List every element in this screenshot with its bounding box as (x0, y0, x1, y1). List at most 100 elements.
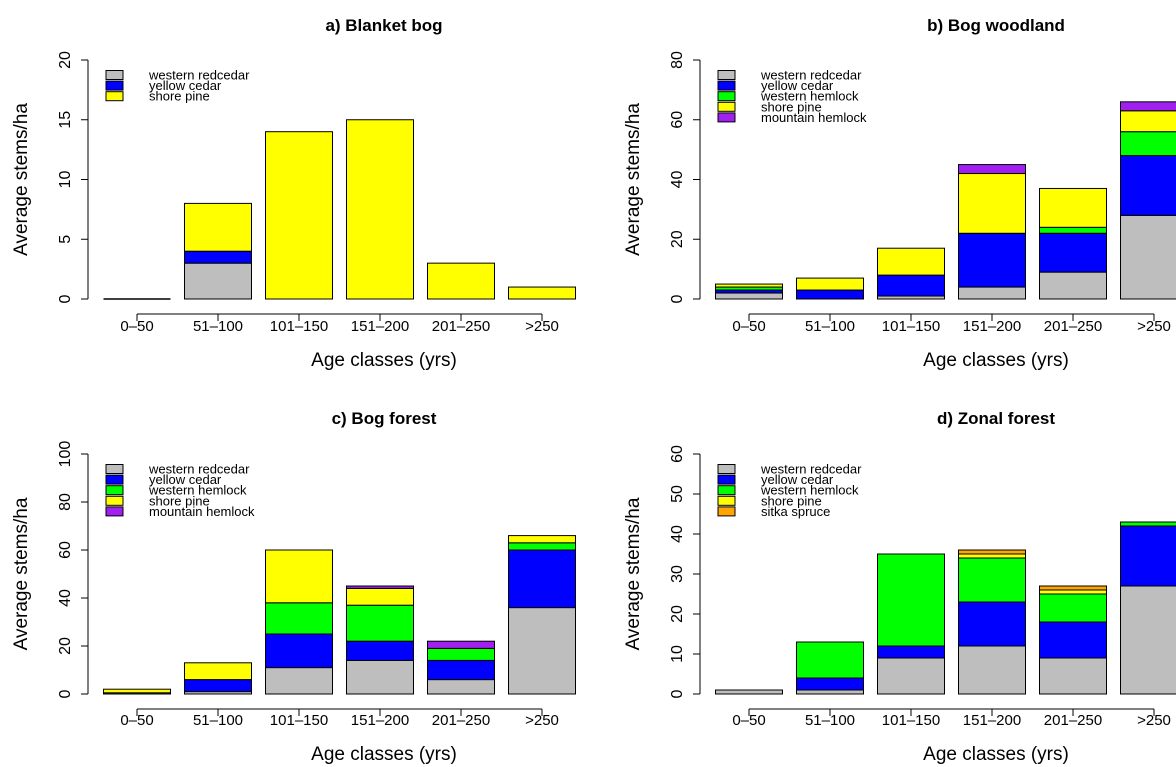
y-tick-label: 30 (669, 565, 686, 583)
legend-label: western redcedar (148, 68, 250, 83)
legend-label: western hemlock (148, 483, 247, 498)
bar-segment (346, 585, 414, 589)
legend-swatch (105, 91, 124, 102)
legend-label: sitka spruce (761, 504, 830, 519)
bar-segment (958, 645, 1026, 695)
bar-segment (1120, 131, 1176, 157)
bar-segment (1039, 232, 1107, 273)
legend-label: shore pine (761, 99, 822, 114)
bar-segment (1120, 521, 1176, 527)
bar-segment (877, 645, 945, 659)
legend-swatch (717, 485, 736, 496)
x-tick-label: 151–200 (351, 318, 409, 335)
legend-swatch (717, 91, 736, 102)
legend-label: western redcedar (760, 68, 862, 83)
legend-label: yellow cedar (761, 78, 834, 93)
legend-swatch (717, 70, 736, 80)
legend-label: yellow cedar (149, 78, 222, 93)
x-tick-label: 151–200 (351, 712, 409, 729)
bar-segment (346, 604, 414, 642)
legend-label: shore pine (761, 493, 822, 508)
bar-segment (958, 164, 1026, 175)
x-tick-label: 201–250 (432, 712, 490, 729)
bar-segment (1039, 187, 1107, 228)
bar-segment (184, 250, 252, 264)
x-tick-label: 0–50 (732, 318, 765, 335)
bar-segment (508, 607, 576, 695)
bar-segment (427, 679, 495, 695)
x-tick-label: 151–200 (963, 318, 1021, 335)
bar-segment (796, 641, 864, 679)
x-tick-label: 201–250 (1044, 318, 1102, 335)
legend-label: mountain hemlock (149, 504, 255, 519)
bar-segment (508, 286, 576, 300)
y-axis-label: Average stems/ha (11, 103, 32, 256)
bar-segment (1120, 110, 1176, 133)
x-tick-label: >250 (1137, 318, 1171, 335)
legend-label: western hemlock (760, 89, 859, 104)
bar-segment (184, 662, 252, 681)
y-tick-label: 80 (669, 51, 686, 69)
bar-segment (508, 535, 576, 544)
x-tick-label: 0–50 (732, 712, 765, 729)
legend-swatch (105, 506, 124, 517)
x-tick-label: 101–150 (270, 712, 328, 729)
x-axis-label: Age classes (yrs) (923, 744, 1069, 765)
bar-segment (796, 289, 864, 300)
bar-segment (1039, 271, 1107, 300)
y-tick-label: 0 (57, 294, 74, 303)
bar-segment (346, 640, 414, 661)
y-axis-label: Average stems/ha (623, 497, 644, 650)
y-tick-label: 60 (57, 541, 74, 559)
legend-swatch (105, 474, 124, 485)
chart-panel-1: a) Blanket bog 0 5 10 15 20 Average stems/ha 0–… (11, 16, 576, 371)
bar-segment (958, 286, 1026, 300)
x-tick-label: >250 (1137, 712, 1171, 729)
bar-segment (1120, 101, 1176, 112)
y-tick-label: 50 (669, 485, 686, 503)
x-axis-label: Age classes (yrs) (311, 744, 457, 765)
y-tick-label: 80 (57, 493, 74, 511)
y-tick-label: 0 (669, 689, 686, 698)
bar-segment (958, 232, 1026, 288)
chart-title: d) Zonal forest (937, 409, 1055, 428)
bar-segment (265, 633, 333, 669)
bar-segment (184, 262, 252, 300)
bar-segment (1120, 214, 1176, 300)
x-tick-label: 201–250 (432, 318, 490, 335)
x-tick-label: 51–100 (193, 712, 243, 729)
legend-swatch (105, 495, 124, 506)
bar-segment (427, 647, 495, 661)
y-tick-label: 20 (669, 605, 686, 623)
x-tick-label: 101–150 (882, 712, 940, 729)
bar-segment (796, 277, 864, 291)
legend-swatch (105, 70, 124, 80)
bar-segment (346, 119, 414, 300)
bar-segment (508, 542, 576, 551)
legend-swatch (105, 80, 124, 91)
bar-segment (1039, 621, 1107, 659)
legend-swatch (105, 485, 124, 496)
y-tick-label: 0 (669, 294, 686, 303)
bar-segment (958, 549, 1026, 555)
bar-segment (184, 202, 252, 252)
legend-swatch (717, 506, 736, 517)
legend-label: yellow cedar (149, 472, 222, 487)
legend-swatch (105, 464, 124, 474)
bar-segment (184, 679, 252, 693)
bar-segment (346, 587, 414, 606)
x-tick-label: >250 (525, 712, 559, 729)
legend-label: mountain hemlock (761, 110, 867, 125)
x-tick-label: 101–150 (270, 318, 328, 335)
chart-title: a) Blanket bog (325, 16, 442, 35)
bar-segment (1120, 585, 1176, 695)
legend-label: western redcedar (760, 462, 862, 477)
legend-swatch (717, 474, 736, 485)
chart-panel-3: c) Bog forest 0 20 40 60 80 100 Average stems/h… (11, 409, 576, 765)
legend-swatch (717, 101, 736, 112)
